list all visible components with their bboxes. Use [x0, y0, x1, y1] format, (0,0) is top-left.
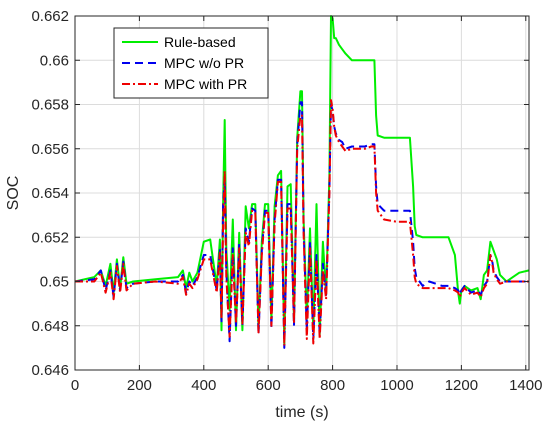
x-axis-ticks: 0 200 400 600 800 1000 1200 1400	[71, 16, 542, 394]
x-tick-label: 1200	[445, 377, 478, 394]
y-tick-label: 0.656	[31, 141, 69, 158]
y-tick-label: 0.662	[31, 8, 69, 25]
legend-label: Rule-based	[164, 34, 236, 50]
series-line-2	[74, 101, 529, 349]
y-tick-label: 0.654	[31, 185, 69, 202]
y-tick-label: 0.648	[31, 318, 69, 335]
series-layer	[74, 15, 530, 349]
x-tick-label: 800	[320, 377, 345, 394]
x-axis-label: time (s)	[275, 404, 328, 421]
y-tick-label: 0.646	[31, 362, 69, 379]
y-tick-label: 0.658	[31, 97, 69, 114]
y-tick-label: 0.652	[31, 229, 69, 246]
x-tick-label: 200	[127, 377, 152, 394]
x-tick-label: 400	[191, 377, 216, 394]
legend-label: MPC with PR	[164, 76, 247, 92]
x-tick-label: 600	[256, 377, 281, 394]
legend-label: MPC w/o PR	[164, 55, 244, 71]
x-tick-label: 1400	[509, 377, 542, 394]
series-line-3	[75, 99, 529, 347]
legend: Rule-based MPC w/o PR MPC with PR	[113, 27, 269, 99]
y-tick-label: 0.65	[40, 274, 69, 291]
x-tick-label: 1000	[380, 377, 413, 394]
y-tick-label: 0.66	[40, 52, 69, 69]
x-tick-label: 0	[71, 377, 79, 394]
y-axis-label: SOC	[5, 176, 22, 211]
y-axis-ticks: 0.646 0.648 0.65 0.652 0.654 0.656 0.658 0.66 0.…	[31, 8, 529, 379]
